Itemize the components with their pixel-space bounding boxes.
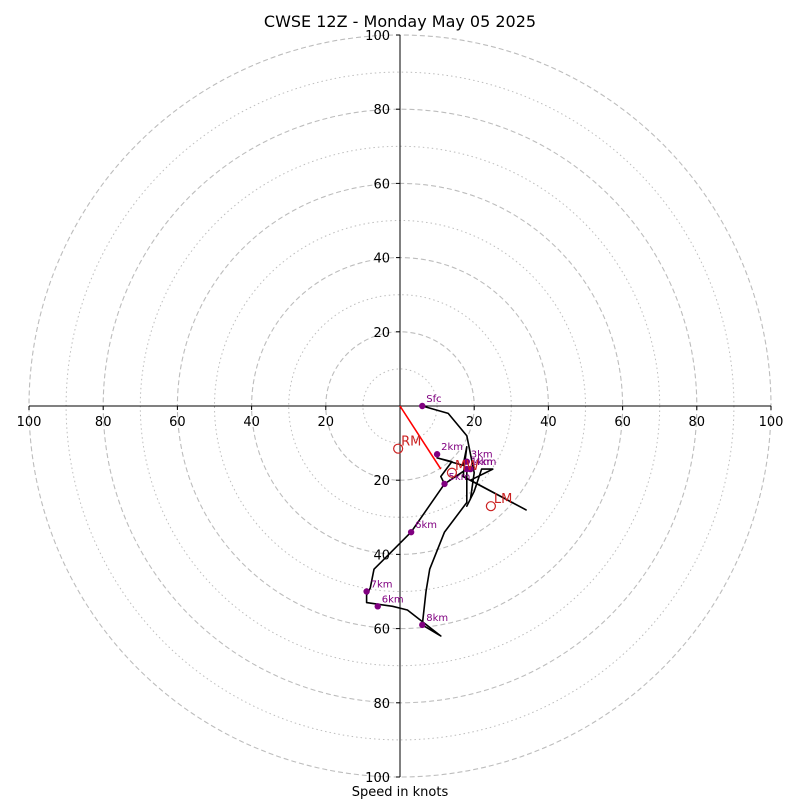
y-tick-label: 20 <box>373 474 390 489</box>
storm-motion-markers: RM LM MW <box>393 435 512 512</box>
y-tick-label: 100 <box>365 29 390 44</box>
height-label: 1km <box>471 457 493 468</box>
height-marker <box>463 465 470 473</box>
x-tick-label: 100 <box>759 415 784 430</box>
x-tick-label: 80 <box>689 415 706 430</box>
x-tick-label: 20 <box>466 415 483 430</box>
x-tick-label: 80 <box>95 415 112 430</box>
height-marker <box>407 528 415 536</box>
height-marker <box>374 603 381 610</box>
y-tick-label: 80 <box>373 697 390 712</box>
x-axis-label: Speed in knots <box>352 785 449 800</box>
y-tick-label: 80 <box>373 103 390 118</box>
x-tick-label: 40 <box>540 415 557 430</box>
x-tick-label: 20 <box>318 415 335 430</box>
storm-motion-label: MW <box>455 459 479 474</box>
height-label: 5km <box>449 472 471 483</box>
y-tick-label: 20 <box>373 326 390 341</box>
height-label: 3km <box>471 450 493 461</box>
hodograph-line <box>365 405 527 637</box>
storm-motion-marker <box>446 467 458 478</box>
height-label: Sfc <box>426 394 441 405</box>
y-tick-label: 40 <box>373 548 390 563</box>
y-tick-label: 40 <box>373 252 390 267</box>
height-label: 6km <box>415 520 437 531</box>
shear-line <box>399 405 442 470</box>
height-marker <box>363 588 370 595</box>
height-label: 4km <box>474 457 496 468</box>
height-marker <box>433 451 441 458</box>
storm-motion-label: RM <box>401 435 421 450</box>
height-marker <box>419 402 426 410</box>
x-tick-label: 100 <box>17 415 42 430</box>
storm-motion-marker <box>485 501 496 512</box>
hodograph-trace <box>365 405 527 637</box>
height-marker <box>463 458 470 465</box>
height-label: 7km <box>371 580 393 591</box>
chart-title: CWSE 12Z - Monday May 05 2025 <box>264 12 536 31</box>
y-tick-label: 60 <box>373 623 390 638</box>
storm-motion-label: LM <box>494 492 512 507</box>
y-tick-label: 60 <box>373 177 390 192</box>
storm-motion-marker <box>393 443 404 454</box>
height-label: 2km <box>441 442 463 453</box>
shear-vector <box>399 405 442 470</box>
height-marker <box>441 480 448 488</box>
height-label: 6km <box>382 594 404 605</box>
tick-labels: 100 80 60 40 20 20 40 60 80 100 20 40 60 80 100 20 40 60 8… <box>17 29 784 786</box>
y-tick-label: 100 <box>365 771 390 786</box>
x-tick-label: 60 <box>169 415 186 430</box>
height-marker <box>419 621 426 629</box>
x-tick-label: 60 <box>614 415 631 430</box>
x-tick-label: 40 <box>243 415 260 430</box>
height-label: 8km <box>426 613 448 624</box>
